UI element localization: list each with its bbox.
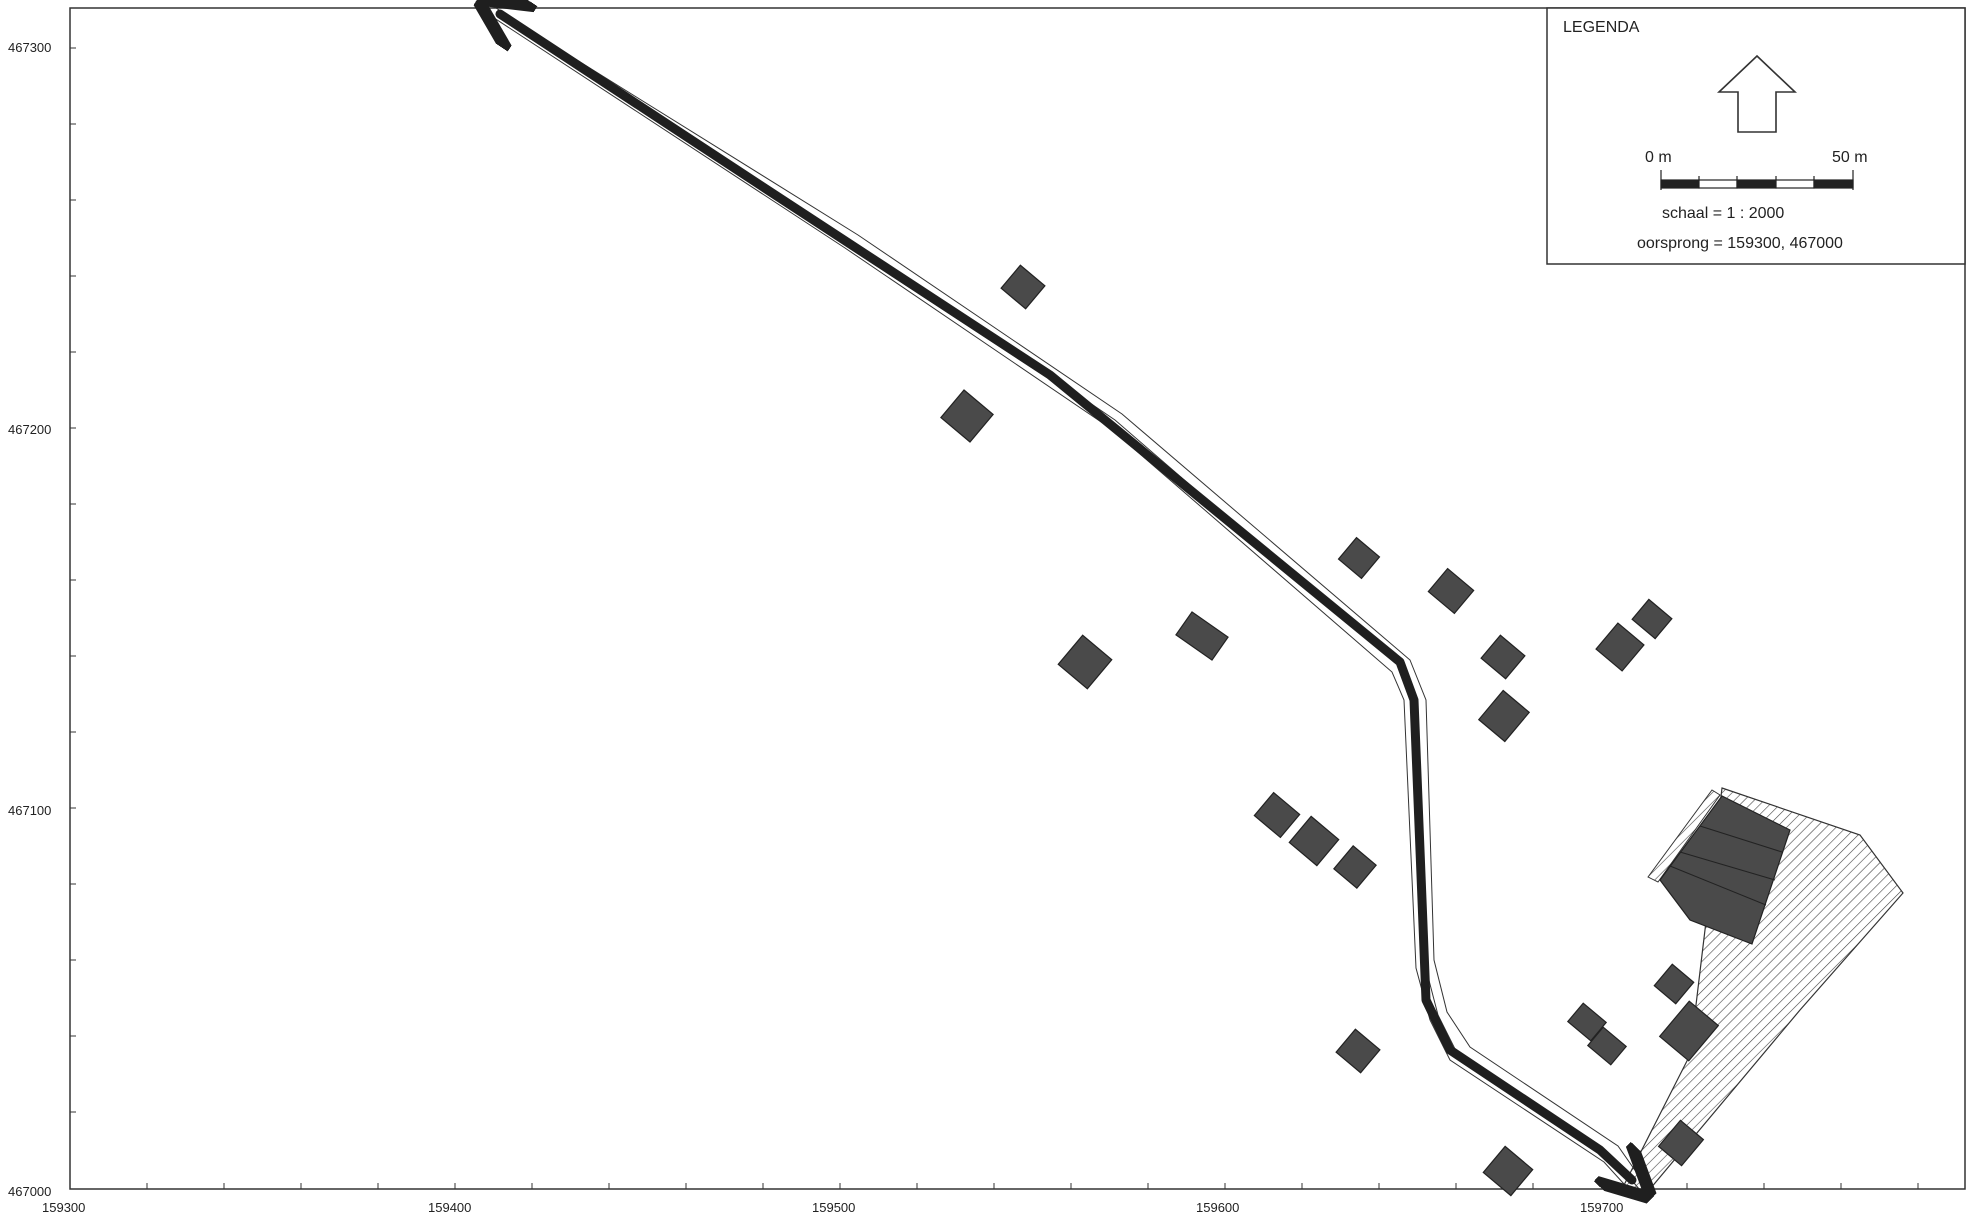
building xyxy=(1337,536,1381,580)
scale-end-label: 50 m xyxy=(1832,149,1868,166)
building xyxy=(1000,264,1046,310)
building xyxy=(1333,845,1377,889)
building xyxy=(1253,791,1301,839)
scale-text: schaal = 1 : 2000 xyxy=(1662,205,1784,222)
building xyxy=(1658,1000,1720,1062)
building xyxy=(1480,634,1526,680)
building xyxy=(1586,1026,1628,1066)
scale-start-label: 0 m xyxy=(1645,149,1672,166)
building xyxy=(1057,634,1113,690)
y-tick-label: 467100 xyxy=(8,803,51,818)
building xyxy=(1427,567,1475,615)
legend: LEGENDA 0 m 50 m schaal = 1 : 2000 oorsp… xyxy=(1546,7,1966,265)
buildings xyxy=(940,264,1791,1197)
building xyxy=(1653,963,1695,1005)
x-tick-label: 159400 xyxy=(428,1200,471,1215)
x-tick-label: 159300 xyxy=(42,1200,85,1215)
origin-text: oorsprong = 159300, 467000 xyxy=(1637,235,1843,252)
legend-title: LEGENDA xyxy=(1563,19,1640,36)
y-tick-label: 467300 xyxy=(8,40,51,55)
north-arrow-icon xyxy=(1716,54,1798,133)
building xyxy=(1335,1028,1381,1074)
y-minor-ticks xyxy=(70,47,76,1113)
building-divisions xyxy=(1669,825,1783,906)
building xyxy=(1566,1002,1608,1042)
route-line xyxy=(500,14,1632,1180)
x-tick-label: 159500 xyxy=(812,1200,855,1215)
building xyxy=(1482,1145,1534,1197)
scale-bar xyxy=(1660,170,1854,190)
building xyxy=(940,389,994,443)
building xyxy=(1477,689,1531,743)
hatched-area xyxy=(1621,787,1904,1190)
legend-box xyxy=(1546,7,1966,265)
building xyxy=(1595,622,1645,672)
y-tick-label: 467200 xyxy=(8,422,51,437)
y-tick-label: 467000 xyxy=(8,1184,51,1199)
x-tick-label: 159700 xyxy=(1580,1200,1623,1215)
route-corridor xyxy=(484,5,1647,1196)
x-tick-label: 159600 xyxy=(1196,1200,1239,1215)
building xyxy=(1657,1119,1705,1167)
building xyxy=(1659,795,1791,945)
building xyxy=(1631,598,1673,640)
building xyxy=(1175,611,1229,661)
building xyxy=(1288,815,1340,867)
